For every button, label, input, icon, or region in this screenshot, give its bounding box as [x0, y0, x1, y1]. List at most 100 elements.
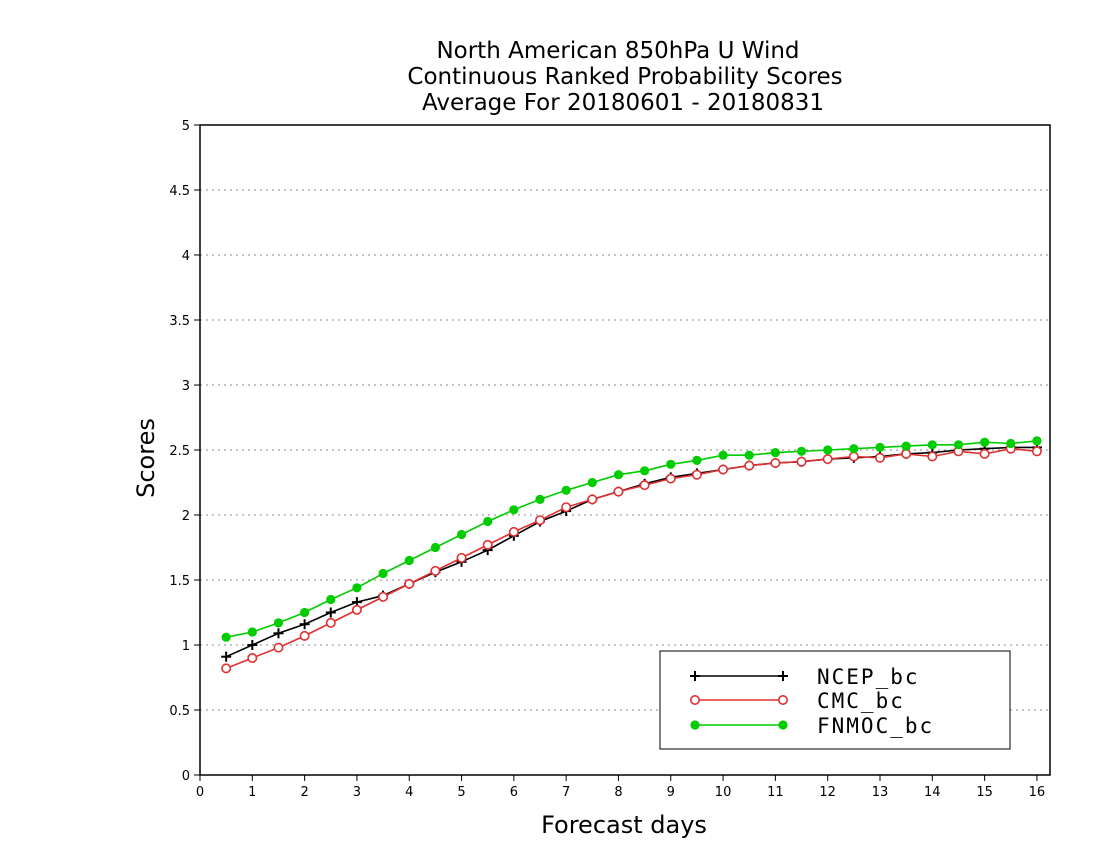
data-point-fnmoc-bc: [901, 441, 911, 451]
data-point-fnmoc-bc: [927, 440, 937, 450]
data-point-fnmoc-bc: [1032, 436, 1042, 446]
data-point-fnmoc-bc: [744, 450, 754, 460]
data-point-fnmoc-bc: [770, 448, 780, 458]
data-point-cmc-bc: [744, 460, 755, 471]
data-point-cmc-bc: [927, 451, 938, 462]
data-point-fnmoc-bc: [953, 440, 964, 450]
y-tick-label: 5: [182, 119, 190, 134]
x-tick-label: 12: [819, 785, 836, 800]
data-point-fnmoc-bc: [535, 494, 545, 504]
data-point-fnmoc-bc: [509, 505, 519, 515]
y-axis-label: Scores: [132, 418, 160, 498]
x-tick-label: 16: [1029, 785, 1046, 800]
data-point-fnmoc-bc: [1006, 438, 1016, 449]
y-tick-label: 1.5: [169, 574, 190, 589]
data-point-fnmoc-bc: [613, 470, 624, 480]
data-point-fnmoc-bc: [273, 618, 284, 628]
data-point-ncep-bc: [299, 619, 310, 630]
data-point-fnmoc-bc: [980, 437, 990, 447]
data-point-cmc-bc: [456, 552, 467, 563]
data-point-ncep-bc: [221, 651, 232, 662]
legend-label-fnmoc-bc: FNMOC_bc: [817, 714, 934, 738]
y-tick-label: 2.5: [169, 444, 190, 459]
data-point-cmc-bc: [613, 486, 624, 497]
data-point-cmc-bc: [822, 454, 833, 465]
y-tick-label: 0.5: [169, 704, 190, 719]
data-point-cmc-bc: [351, 604, 362, 615]
data-point-fnmoc-bc: [823, 445, 833, 455]
data-point-cmc-bc: [482, 539, 493, 550]
data-point-cmc-bc: [378, 591, 389, 602]
y-tick-label: 4: [182, 249, 190, 264]
data-point-cmc-bc: [221, 663, 232, 674]
legend-entry-cmc-bc: CMC_bc: [689, 689, 905, 713]
series-line-fnmoc-bc: [226, 440, 1037, 638]
axis-ticks: 00.511.522.533.544.550 1 2 3 4 5 6 7 8 9 10 11 12 13 1…: [169, 119, 1045, 800]
y-tick-label: 2: [182, 509, 190, 524]
x-tick-label: 2: [300, 785, 308, 800]
data-point-fnmoc-bc: [561, 485, 571, 495]
data-point-cmc-bc: [404, 578, 415, 589]
legend-marker: [778, 720, 788, 730]
y-tick-label: 3.5: [169, 314, 190, 329]
data-point-fnmoc-bc: [666, 459, 676, 469]
data-point-cmc-bc: [639, 480, 650, 491]
x-tick-label: 15: [976, 785, 993, 800]
data-point-fnmoc-bc: [483, 516, 493, 527]
data-point-ncep-bc: [247, 640, 258, 650]
legend-label-cmc-bc: CMC_bc: [817, 689, 905, 713]
data-point-cmc-bc: [587, 494, 598, 505]
data-point-cmc-bc: [299, 630, 310, 641]
series-fnmoc-bc: [221, 436, 1042, 642]
data-point-cmc-bc: [665, 473, 676, 484]
grid-lines: [200, 189, 1050, 711]
legend-marker: [689, 694, 700, 705]
series-line-ncep-bc: [225, 446, 1037, 658]
data-point-fnmoc-bc: [640, 466, 650, 476]
data-point-cmc-bc: [1031, 446, 1042, 457]
x-tick-label: 9: [667, 785, 675, 800]
data-point-fnmoc-bc: [430, 542, 440, 553]
legend-marker: [690, 720, 700, 730]
data-point-fnmoc-bc: [849, 444, 859, 454]
data-point-fnmoc-bc: [587, 477, 597, 488]
series-line-cmc-bc: [225, 447, 1037, 670]
data-point-ncep-bc: [273, 628, 284, 639]
data-point-fnmoc-bc: [221, 632, 231, 642]
data-point-fnmoc-bc: [404, 555, 414, 566]
data-point-cmc-bc: [691, 469, 702, 480]
series-ncep-bc: [221, 442, 1042, 662]
x-tick-label: 6: [510, 785, 518, 800]
x-tick-label: 10: [715, 785, 732, 800]
data-point-fnmoc-bc: [247, 627, 257, 637]
x-tick-label: 7: [562, 785, 570, 800]
x-tick-label: 5: [457, 785, 465, 800]
data-point-cmc-bc: [273, 642, 284, 653]
data-point-fnmoc-bc: [456, 529, 467, 540]
data-point-cmc-bc: [874, 452, 885, 463]
y-tick-label: 4.5: [169, 184, 190, 199]
series-cmc-bc: [221, 443, 1042, 674]
x-tick-label: 4: [405, 785, 413, 800]
data-point-cmc-bc: [848, 451, 859, 462]
data-point-fnmoc-bc: [796, 446, 807, 456]
x-tick-label: 1: [248, 785, 256, 800]
series-lines: [221, 436, 1042, 674]
legend-marker: [778, 671, 788, 681]
data-point-fnmoc-bc: [692, 455, 702, 465]
x-tick-label: 14: [924, 785, 941, 800]
y-tick-label: 0: [182, 769, 190, 784]
chart-title-line-3: Average For 20180601 - 20180831: [422, 90, 824, 116]
y-tick-label: 1: [182, 639, 190, 654]
data-point-cmc-bc: [901, 448, 912, 459]
legend-label-ncep-bc: NCEP_bc: [817, 665, 920, 689]
data-point-cmc-bc: [796, 456, 807, 467]
data-point-ncep-bc: [325, 607, 336, 618]
x-axis-label: Forecast days: [541, 811, 707, 839]
data-point-fnmoc-bc: [326, 594, 336, 605]
x-tick-label: 13: [872, 785, 889, 800]
data-point-fnmoc-bc: [378, 568, 388, 579]
